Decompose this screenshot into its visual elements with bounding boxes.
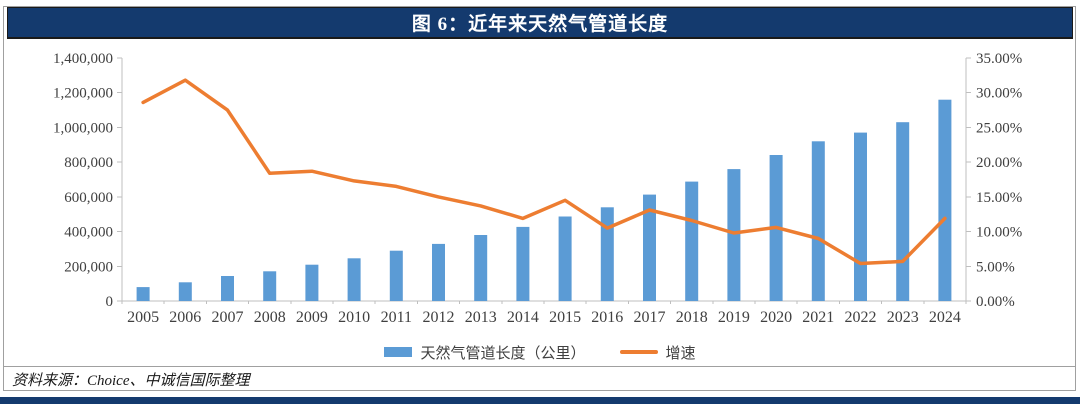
bar-series-swatch <box>384 347 413 357</box>
bar-2011 <box>389 250 403 301</box>
bar-2009 <box>305 264 319 301</box>
bar-series-label: 天然气管道长度（公里） <box>420 345 586 362</box>
svg-text:2005: 2005 <box>127 309 159 326</box>
svg-text:2022: 2022 <box>845 309 877 326</box>
bar-2007 <box>221 276 234 301</box>
svg-text:400,000: 400,000 <box>64 225 113 241</box>
svg-text:30.00%: 30.00% <box>976 86 1022 102</box>
source-text: 资料来源：Choice、中诚信国际整理 <box>12 372 250 389</box>
svg-text:2008: 2008 <box>254 309 286 326</box>
bar-2014 <box>516 226 530 301</box>
svg-text:1,400,000: 1,400,000 <box>53 51 113 67</box>
svg-text:2012: 2012 <box>423 309 455 326</box>
svg-text:2017: 2017 <box>634 309 666 326</box>
svg-text:2009: 2009 <box>296 309 328 326</box>
svg-text:2011: 2011 <box>381 309 412 326</box>
bottom-navy-strip <box>0 397 1080 404</box>
svg-text:2006: 2006 <box>169 309 201 326</box>
svg-text:1,200,000: 1,200,000 <box>53 86 113 102</box>
svg-text:0: 0 <box>106 294 114 310</box>
axis-lines <box>117 57 971 304</box>
svg-text:2018: 2018 <box>676 309 708 326</box>
line-series-swatch <box>619 350 658 354</box>
bar-2006 <box>178 282 192 301</box>
bar-2012 <box>432 243 445 301</box>
svg-text:2013: 2013 <box>465 309 497 326</box>
legend-item-growth-rate: 增速 <box>619 342 696 363</box>
bar-2015 <box>558 216 572 301</box>
svg-text:35.00%: 35.00% <box>976 51 1022 67</box>
bar-2005 <box>136 287 150 301</box>
svg-text:2016: 2016 <box>591 309 623 326</box>
bar-2017 <box>643 194 656 301</box>
line-series-label: 增速 <box>665 345 696 362</box>
chart-legend: 天然气管道长度（公里） 增速 <box>0 341 1080 363</box>
figure-title: 图 6：近年来天然气管道长度 <box>411 14 669 35</box>
svg-text:25.00%: 25.00% <box>976 120 1022 136</box>
svg-text:10.00%: 10.00% <box>976 225 1022 241</box>
bar-2024 <box>938 99 952 301</box>
svg-text:15.00%: 15.00% <box>976 190 1022 206</box>
svg-text:2021: 2021 <box>802 309 834 326</box>
svg-text:2007: 2007 <box>212 309 244 326</box>
figure-title-bar: 图 6：近年来天然气管道长度 <box>7 7 1073 39</box>
svg-text:1,000,000: 1,000,000 <box>53 120 113 136</box>
svg-text:2023: 2023 <box>887 309 919 326</box>
bar-2021 <box>811 141 825 301</box>
growth-rate-line <box>141 78 947 266</box>
bar-2022 <box>854 132 867 301</box>
bar-2013 <box>474 235 488 301</box>
pipeline-length-bars <box>136 99 952 301</box>
svg-text:0.00%: 0.00% <box>976 294 1015 310</box>
svg-text:5.00%: 5.00% <box>976 259 1015 275</box>
svg-text:2019: 2019 <box>718 309 750 326</box>
svg-text:2010: 2010 <box>338 309 370 326</box>
bar-2018 <box>685 181 699 301</box>
svg-text:2014: 2014 <box>507 309 539 326</box>
left-axis-labels: 0 200,000 400,000 600,000 800,000 1,000,000 1,… <box>53 51 113 310</box>
x-axis-labels: 2005 2006 2007 2008 2009 2010 2011 2012 2013 2014… <box>127 309 961 326</box>
source-row: 资料来源：Choice、中诚信国际整理 <box>3 366 1076 391</box>
svg-text:600,000: 600,000 <box>64 190 113 206</box>
svg-text:2020: 2020 <box>760 309 792 326</box>
bar-2023 <box>896 122 910 301</box>
svg-text:2024: 2024 <box>929 309 961 326</box>
svg-text:800,000: 800,000 <box>64 155 113 171</box>
bar-2010 <box>347 258 361 301</box>
svg-text:200,000: 200,000 <box>64 259 113 275</box>
svg-text:2015: 2015 <box>549 309 581 326</box>
bar-2016 <box>600 207 614 301</box>
bar-2008 <box>263 271 277 301</box>
svg-text:20.00%: 20.00% <box>976 155 1022 171</box>
bar-2019 <box>727 169 741 301</box>
right-axis-labels: 0.00% 5.00% 10.00% 15.00% 20.00% 25.00% 30.00%… <box>976 51 1022 310</box>
legend-item-pipeline-length: 天然气管道长度（公里） <box>384 342 586 363</box>
